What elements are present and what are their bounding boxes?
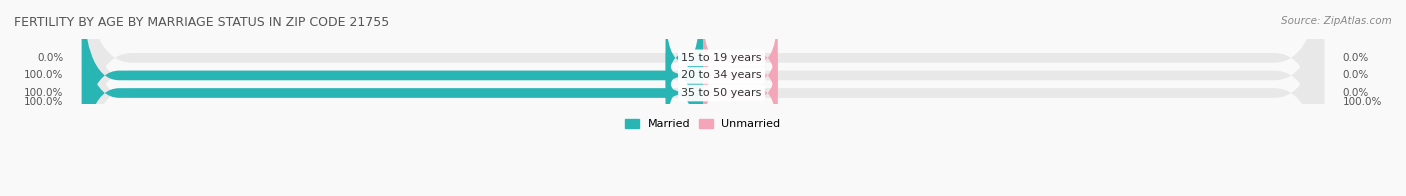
FancyBboxPatch shape xyxy=(82,0,1324,194)
FancyBboxPatch shape xyxy=(82,0,1324,196)
Text: 20 to 34 years: 20 to 34 years xyxy=(682,70,762,80)
Text: 0.0%: 0.0% xyxy=(37,53,63,63)
FancyBboxPatch shape xyxy=(82,0,1324,196)
Text: 100.0%: 100.0% xyxy=(24,97,63,107)
Text: 100.0%: 100.0% xyxy=(1343,97,1382,107)
FancyBboxPatch shape xyxy=(703,9,778,106)
Text: 35 to 50 years: 35 to 50 years xyxy=(682,88,762,98)
FancyBboxPatch shape xyxy=(82,0,703,176)
Text: 0.0%: 0.0% xyxy=(1343,53,1369,63)
FancyBboxPatch shape xyxy=(665,44,703,142)
Text: FERTILITY BY AGE BY MARRIAGE STATUS IN ZIP CODE 21755: FERTILITY BY AGE BY MARRIAGE STATUS IN Z… xyxy=(14,16,389,29)
FancyBboxPatch shape xyxy=(703,27,778,124)
Legend: Married, Unmarried: Married, Unmarried xyxy=(621,114,785,134)
Text: Source: ZipAtlas.com: Source: ZipAtlas.com xyxy=(1281,16,1392,26)
FancyBboxPatch shape xyxy=(665,9,703,106)
FancyBboxPatch shape xyxy=(665,27,703,124)
Text: 0.0%: 0.0% xyxy=(1343,88,1369,98)
Text: 0.0%: 0.0% xyxy=(1343,70,1369,80)
FancyBboxPatch shape xyxy=(703,44,778,142)
Text: 100.0%: 100.0% xyxy=(24,88,63,98)
FancyBboxPatch shape xyxy=(82,0,703,194)
Text: 100.0%: 100.0% xyxy=(24,70,63,80)
Text: 15 to 19 years: 15 to 19 years xyxy=(682,53,762,63)
